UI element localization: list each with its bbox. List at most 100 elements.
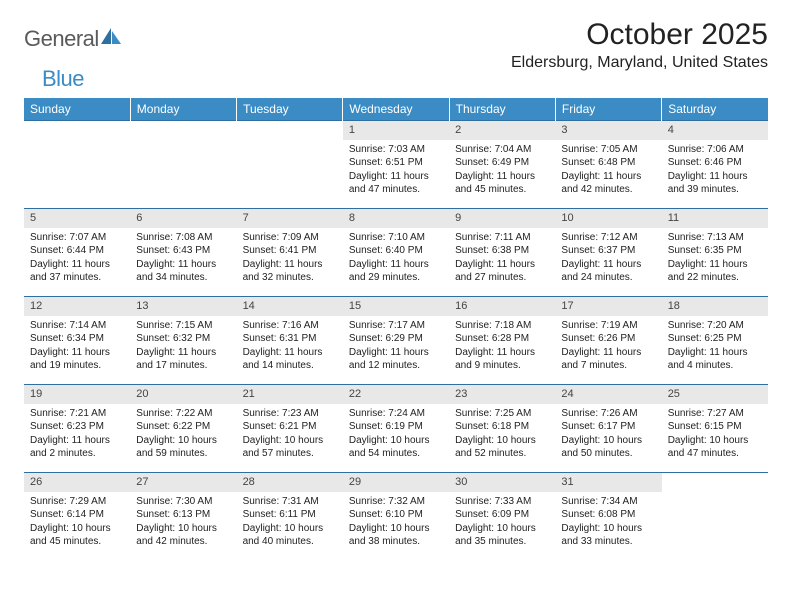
daylight1-text: Daylight: 10 hours <box>455 522 549 536</box>
sunset-text: Sunset: 6:44 PM <box>30 244 124 258</box>
sunrise-text: Sunrise: 7:07 AM <box>30 231 124 245</box>
sunrise-text: Sunrise: 7:34 AM <box>561 495 655 509</box>
daylight1-text: Daylight: 10 hours <box>668 434 762 448</box>
daylight1-text: Daylight: 11 hours <box>30 346 124 360</box>
sunset-text: Sunset: 6:35 PM <box>668 244 762 258</box>
day-content: Sunrise: 7:19 AMSunset: 6:26 PMDaylight:… <box>555 318 661 377</box>
sunrise-text: Sunrise: 7:15 AM <box>136 319 230 333</box>
daylight1-text: Daylight: 11 hours <box>455 346 549 360</box>
sunset-text: Sunset: 6:31 PM <box>243 332 337 346</box>
daylight1-text: Daylight: 10 hours <box>349 434 443 448</box>
day-content: Sunrise: 7:32 AMSunset: 6:10 PMDaylight:… <box>343 494 449 553</box>
daylight2-text: and 17 minutes. <box>136 359 230 373</box>
day-content: Sunrise: 7:24 AMSunset: 6:19 PMDaylight:… <box>343 406 449 465</box>
sunset-text: Sunset: 6:49 PM <box>455 156 549 170</box>
day-number: 17 <box>555 297 661 316</box>
day-content: Sunrise: 7:17 AMSunset: 6:29 PMDaylight:… <box>343 318 449 377</box>
day-number: 3 <box>555 121 661 140</box>
calendar-cell: 25Sunrise: 7:27 AMSunset: 6:15 PMDayligh… <box>662 385 768 473</box>
col-sat: Saturday <box>662 98 768 121</box>
calendar-row: 26Sunrise: 7:29 AMSunset: 6:14 PMDayligh… <box>24 473 768 561</box>
col-mon: Monday <box>130 98 236 121</box>
calendar-cell: 3Sunrise: 7:05 AMSunset: 6:48 PMDaylight… <box>555 121 661 209</box>
sunrise-text: Sunrise: 7:25 AM <box>455 407 549 421</box>
calendar-row: 12Sunrise: 7:14 AMSunset: 6:34 PMDayligh… <box>24 297 768 385</box>
daylight1-text: Daylight: 10 hours <box>243 522 337 536</box>
calendar-cell: 29Sunrise: 7:32 AMSunset: 6:10 PMDayligh… <box>343 473 449 561</box>
day-content: Sunrise: 7:10 AMSunset: 6:40 PMDaylight:… <box>343 230 449 289</box>
sunset-text: Sunset: 6:48 PM <box>561 156 655 170</box>
sunset-text: Sunset: 6:26 PM <box>561 332 655 346</box>
calendar-cell: 19Sunrise: 7:21 AMSunset: 6:23 PMDayligh… <box>24 385 130 473</box>
sunset-text: Sunset: 6:38 PM <box>455 244 549 258</box>
daylight1-text: Daylight: 11 hours <box>243 346 337 360</box>
calendar-cell: 24Sunrise: 7:26 AMSunset: 6:17 PMDayligh… <box>555 385 661 473</box>
sunrise-text: Sunrise: 7:09 AM <box>243 231 337 245</box>
calendar-cell: 20Sunrise: 7:22 AMSunset: 6:22 PMDayligh… <box>130 385 236 473</box>
calendar-cell: 15Sunrise: 7:17 AMSunset: 6:29 PMDayligh… <box>343 297 449 385</box>
sunset-text: Sunset: 6:51 PM <box>349 156 443 170</box>
daylight1-text: Daylight: 11 hours <box>668 170 762 184</box>
day-number: 20 <box>130 385 236 404</box>
daylight1-text: Daylight: 11 hours <box>668 346 762 360</box>
sunrise-text: Sunrise: 7:21 AM <box>30 407 124 421</box>
daylight2-text: and 4 minutes. <box>668 359 762 373</box>
calendar-cell: 12Sunrise: 7:14 AMSunset: 6:34 PMDayligh… <box>24 297 130 385</box>
daylight2-text: and 35 minutes. <box>455 535 549 549</box>
daylight2-text: and 9 minutes. <box>455 359 549 373</box>
day-number <box>130 121 236 125</box>
daylight2-text: and 22 minutes. <box>668 271 762 285</box>
calendar-cell: 28Sunrise: 7:31 AMSunset: 6:11 PMDayligh… <box>237 473 343 561</box>
sunset-text: Sunset: 6:40 PM <box>349 244 443 258</box>
daylight2-text: and 54 minutes. <box>349 447 443 461</box>
sunrise-text: Sunrise: 7:14 AM <box>30 319 124 333</box>
day-number: 31 <box>555 473 661 492</box>
sunset-text: Sunset: 6:46 PM <box>668 156 762 170</box>
sunset-text: Sunset: 6:23 PM <box>30 420 124 434</box>
day-number: 10 <box>555 209 661 228</box>
daylight2-text: and 29 minutes. <box>349 271 443 285</box>
daylight1-text: Daylight: 10 hours <box>30 522 124 536</box>
calendar-cell: 6Sunrise: 7:08 AMSunset: 6:43 PMDaylight… <box>130 209 236 297</box>
calendar-cell: 16Sunrise: 7:18 AMSunset: 6:28 PMDayligh… <box>449 297 555 385</box>
sunrise-text: Sunrise: 7:29 AM <box>30 495 124 509</box>
day-content: Sunrise: 7:09 AMSunset: 6:41 PMDaylight:… <box>237 230 343 289</box>
day-content: Sunrise: 7:29 AMSunset: 6:14 PMDaylight:… <box>24 494 130 553</box>
day-number <box>237 121 343 125</box>
sunrise-text: Sunrise: 7:31 AM <box>243 495 337 509</box>
calendar-cell: 14Sunrise: 7:16 AMSunset: 6:31 PMDayligh… <box>237 297 343 385</box>
daylight2-text: and 14 minutes. <box>243 359 337 373</box>
col-sun: Sunday <box>24 98 130 121</box>
sunrise-text: Sunrise: 7:12 AM <box>561 231 655 245</box>
calendar-head: Sunday Monday Tuesday Wednesday Thursday… <box>24 98 768 121</box>
day-content: Sunrise: 7:16 AMSunset: 6:31 PMDaylight:… <box>237 318 343 377</box>
sunrise-text: Sunrise: 7:10 AM <box>349 231 443 245</box>
calendar-cell: 7Sunrise: 7:09 AMSunset: 6:41 PMDaylight… <box>237 209 343 297</box>
daylight2-text: and 38 minutes. <box>349 535 443 549</box>
daylight2-text: and 37 minutes. <box>30 271 124 285</box>
daylight1-text: Daylight: 11 hours <box>455 170 549 184</box>
daylight1-text: Daylight: 10 hours <box>243 434 337 448</box>
day-content: Sunrise: 7:11 AMSunset: 6:38 PMDaylight:… <box>449 230 555 289</box>
sunset-text: Sunset: 6:13 PM <box>136 508 230 522</box>
sunset-text: Sunset: 6:22 PM <box>136 420 230 434</box>
day-number: 25 <box>662 385 768 404</box>
sunset-text: Sunset: 6:09 PM <box>455 508 549 522</box>
day-content: Sunrise: 7:26 AMSunset: 6:17 PMDaylight:… <box>555 406 661 465</box>
calendar-cell: 11Sunrise: 7:13 AMSunset: 6:35 PMDayligh… <box>662 209 768 297</box>
sunset-text: Sunset: 6:34 PM <box>30 332 124 346</box>
day-content: Sunrise: 7:34 AMSunset: 6:08 PMDaylight:… <box>555 494 661 553</box>
sunrise-text: Sunrise: 7:33 AM <box>455 495 549 509</box>
sunset-text: Sunset: 6:15 PM <box>668 420 762 434</box>
sunrise-text: Sunrise: 7:30 AM <box>136 495 230 509</box>
sunset-text: Sunset: 6:41 PM <box>243 244 337 258</box>
sunset-text: Sunset: 6:25 PM <box>668 332 762 346</box>
daylight1-text: Daylight: 10 hours <box>561 522 655 536</box>
day-number: 28 <box>237 473 343 492</box>
calendar-cell: 23Sunrise: 7:25 AMSunset: 6:18 PMDayligh… <box>449 385 555 473</box>
sunrise-text: Sunrise: 7:05 AM <box>561 143 655 157</box>
day-content: Sunrise: 7:08 AMSunset: 6:43 PMDaylight:… <box>130 230 236 289</box>
calendar-cell: 8Sunrise: 7:10 AMSunset: 6:40 PMDaylight… <box>343 209 449 297</box>
daylight2-text: and 59 minutes. <box>136 447 230 461</box>
sunrise-text: Sunrise: 7:06 AM <box>668 143 762 157</box>
